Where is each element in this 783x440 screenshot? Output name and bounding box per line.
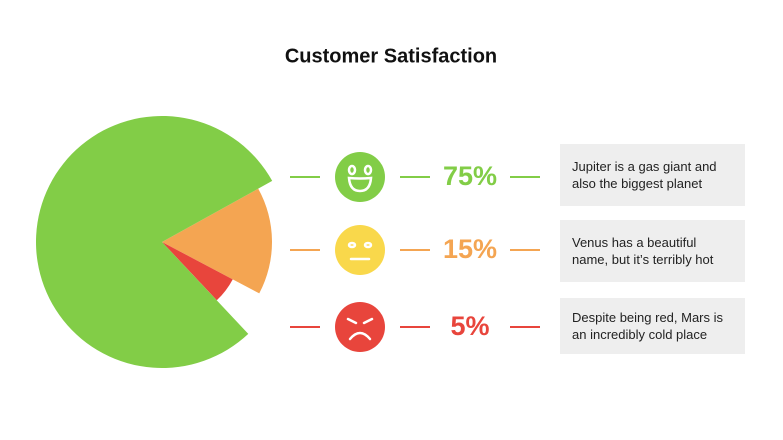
chart-title: Customer Satisfaction — [285, 45, 497, 67]
description-text: Jupiter is a gas giant and also the bigg… — [572, 159, 717, 191]
brow — [362, 317, 374, 325]
description-text: Venus has a beautiful name, but it’s ter… — [572, 235, 714, 267]
description-text: Despite being red, Mars is an incredibly… — [572, 310, 724, 342]
description: Jupiter is a gas giant and also the bigg… — [572, 159, 717, 191]
face-icon — [335, 302, 385, 352]
face — [335, 302, 385, 352]
percent-label: 15% — [443, 234, 497, 264]
percent-label: 75% — [443, 161, 497, 191]
face-icon — [335, 225, 385, 275]
description-box — [560, 220, 745, 282]
description-box — [560, 298, 745, 354]
description: Despite being red, Mars is an incredibly… — [572, 310, 724, 342]
description-box — [560, 144, 745, 206]
eye — [347, 241, 357, 249]
eye — [347, 164, 357, 176]
pie-slice — [162, 188, 272, 294]
pie-slice — [162, 242, 233, 301]
face-icon — [335, 152, 385, 202]
description: Venus has a beautiful name, but it’s ter… — [572, 235, 714, 267]
eye — [363, 164, 373, 176]
pie-slice — [36, 116, 273, 368]
mouth — [347, 176, 373, 193]
eye — [363, 241, 373, 249]
face — [335, 225, 385, 275]
percent-label: 5% — [450, 311, 489, 341]
brow — [346, 317, 358, 325]
face — [335, 152, 385, 202]
mouth — [348, 331, 372, 341]
